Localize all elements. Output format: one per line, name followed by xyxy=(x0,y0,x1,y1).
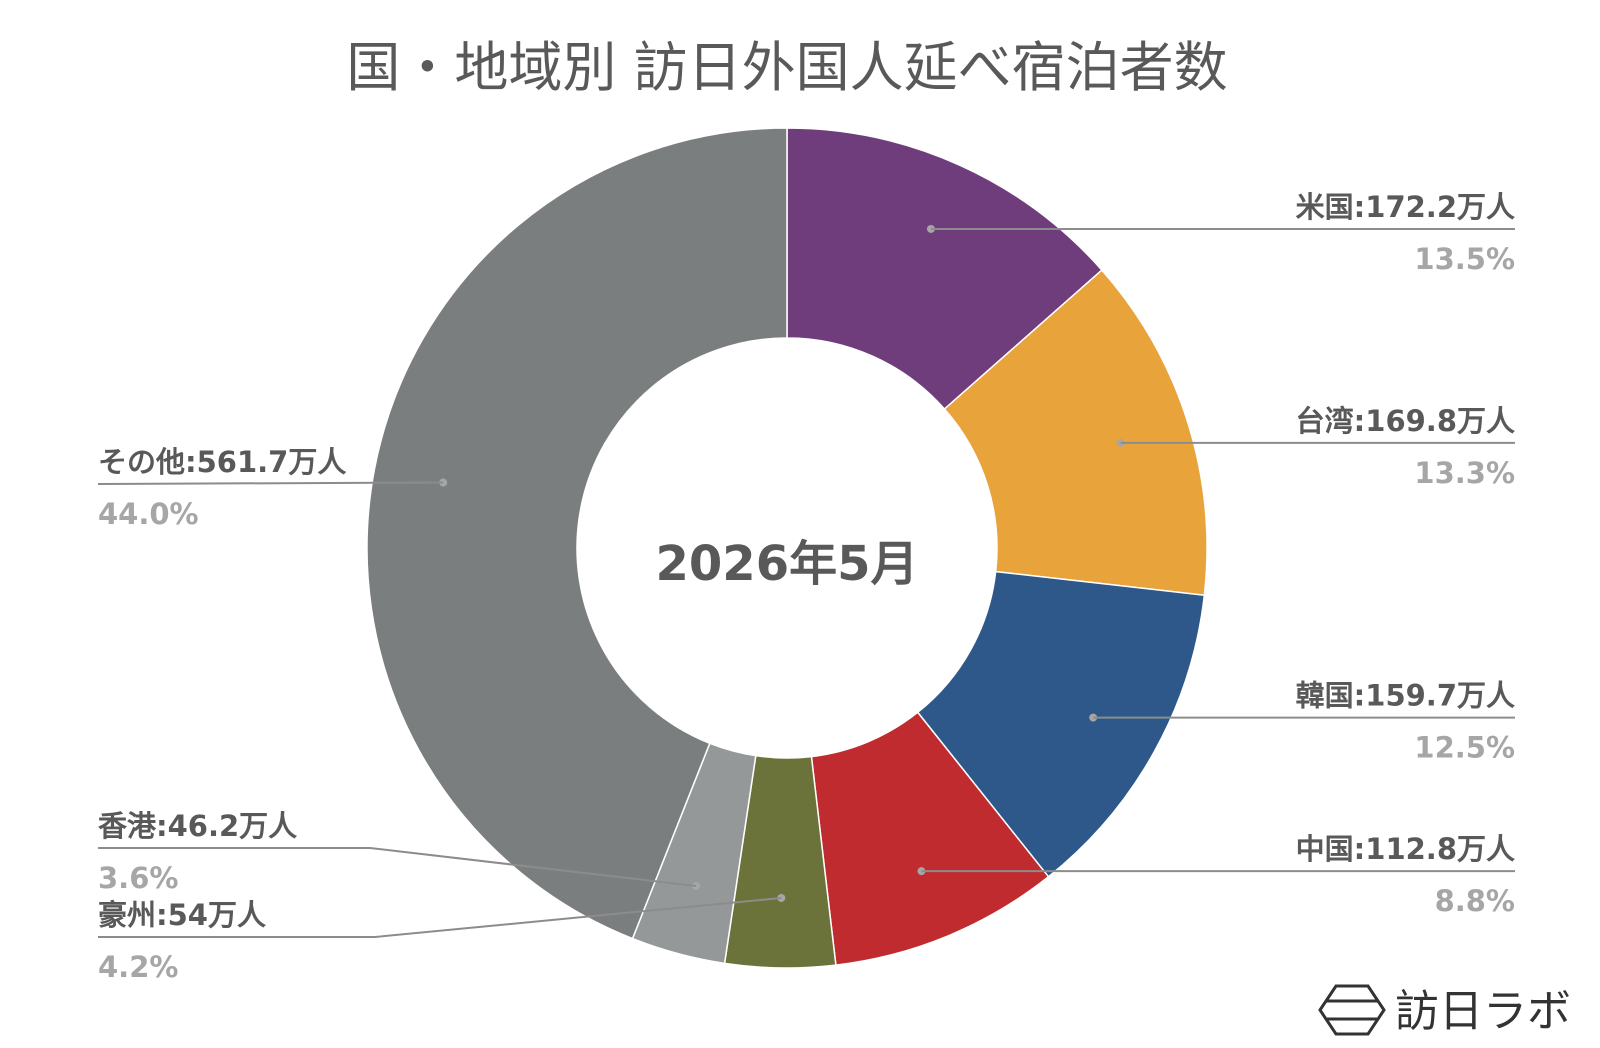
slice-percent-1: 13.5% xyxy=(1414,242,1515,276)
slice-7 xyxy=(366,127,788,940)
slice-percent-7: 44.0% xyxy=(98,497,199,531)
slice-2 xyxy=(943,269,1208,597)
slice-percent-4: 8.8% xyxy=(1435,884,1515,918)
slice-labels: 米国:172.2万人 13.5% 台湾:169.8万人 13.3% 韓国:159.7万人… xyxy=(97,190,1515,984)
logo-text: 訪日ラボ xyxy=(1395,986,1571,1037)
slice-label-2: 台湾:169.8万人 xyxy=(1296,404,1515,438)
slice-percent-3: 12.5% xyxy=(1414,731,1515,765)
slice-percent-2: 13.3% xyxy=(1414,456,1515,490)
hexagon-logo-icon xyxy=(1318,984,1386,1036)
center-label: 2026年5月 xyxy=(656,536,919,592)
slice-label-4: 中国:112.8万人 xyxy=(1296,832,1515,866)
leader-line-7 xyxy=(97,481,444,485)
slice-label-3: 韓国:159.7万人 xyxy=(1296,679,1515,713)
slice-label-1: 米国:172.2万人 xyxy=(1296,190,1515,224)
leader-line-6 xyxy=(98,847,697,887)
slice-percent-6: 3.6% xyxy=(98,861,178,895)
slice-label-7: その他:561.7万人 xyxy=(98,445,346,479)
leader-line-5 xyxy=(98,896,782,938)
logo: 訪日ラボ xyxy=(1318,984,1571,1037)
chart-title: 国・地域別 訪日外国人延べ宿泊者数 xyxy=(346,36,1227,99)
slice-label-5: 豪州:54万人 xyxy=(98,898,266,932)
slice-label-6: 香港:46.2万人 xyxy=(98,809,297,843)
donut-slices xyxy=(366,127,1208,969)
slice-percent-5: 4.2% xyxy=(98,950,178,984)
slice-3 xyxy=(916,570,1206,878)
